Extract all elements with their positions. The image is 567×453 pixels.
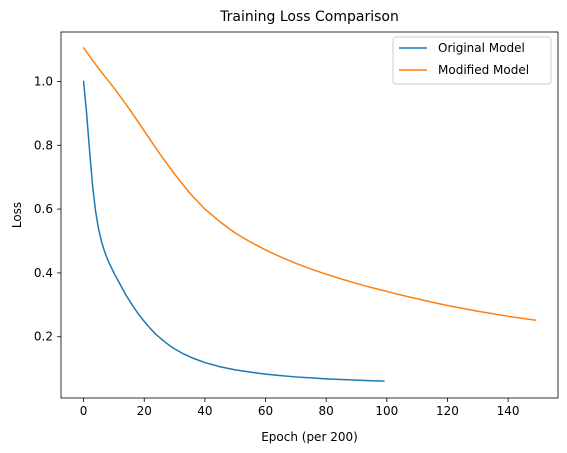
x-tick-label: 20 xyxy=(137,404,152,418)
legend: Original Model Modified Model xyxy=(392,36,552,85)
x-tick-label: 40 xyxy=(197,404,212,418)
x-tick-label: 140 xyxy=(497,404,520,418)
legend-label-original-model: Original Model xyxy=(438,41,525,55)
series-line-modified-model xyxy=(82,46,537,321)
x-tick-label: 80 xyxy=(319,404,334,418)
y-tick-label: 1.0 xyxy=(34,74,53,88)
y-tick-label: 0.2 xyxy=(34,330,53,344)
y-tick-label: 0.4 xyxy=(34,266,53,280)
plot-frame xyxy=(60,31,559,399)
x-tick-label: 100 xyxy=(375,404,398,418)
x-tick-label: 0 xyxy=(80,404,88,418)
x-axis: 0 20 40 60 80 100 120 140 xyxy=(80,398,520,418)
legend-label-modified-model: Modified Model xyxy=(438,63,529,77)
series-layer xyxy=(82,46,537,382)
y-axis: 0.2 0.4 0.6 0.8 1.0 xyxy=(34,74,61,344)
series-line-original-model xyxy=(82,80,385,382)
x-tick-label: 120 xyxy=(436,404,459,418)
legend-box xyxy=(392,36,552,85)
chart-title: Training Loss Comparison xyxy=(219,9,399,25)
plot-area xyxy=(60,31,559,399)
y-tick-label: 0.8 xyxy=(34,138,53,152)
x-tick-label: 60 xyxy=(258,404,273,418)
y-axis-label: Loss xyxy=(10,202,24,228)
x-axis-label: Epoch (per 200) xyxy=(261,430,358,444)
y-tick-label: 0.6 xyxy=(34,202,53,216)
